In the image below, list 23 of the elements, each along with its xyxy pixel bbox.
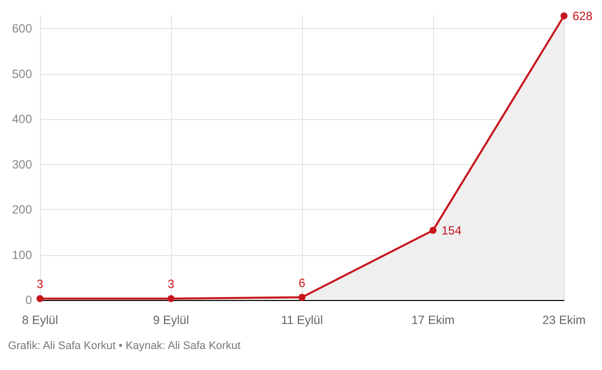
point (430, 226, 436, 234)
point (560, 12, 568, 20)
data-label: 3 (36, 277, 44, 292)
data-label: 3 (168, 277, 175, 292)
point (168, 295, 174, 302)
y-tick-label: 600 (12, 22, 32, 36)
y-tick-label: 200 (12, 202, 32, 217)
data-label: 6 (298, 276, 306, 290)
point (298, 294, 306, 301)
y-tick-label: 300 (12, 157, 32, 172)
x-tick-label: 8 Eylül (22, 313, 58, 327)
x-tick-label: 9 Eylül (152, 313, 190, 327)
y-tick-label: 500 (12, 66, 32, 81)
y-tick-label: 400 (12, 112, 32, 126)
data-label: 154 (442, 223, 462, 238)
x-tick-label: 17 Ekim (411, 313, 455, 327)
y-tick-label: 100 (12, 248, 32, 262)
text: Grafik: Ali Safa Korkut • Kaynak: Ali Safa Korkut (7, 340, 242, 352)
x-tick-label: 23 Ekim (542, 313, 586, 327)
x-tick-label: 11 Eylül (281, 313, 323, 327)
point (36, 295, 44, 302)
data-label: 628 (572, 8, 593, 23)
y-tick-label: 0 (25, 293, 32, 307)
